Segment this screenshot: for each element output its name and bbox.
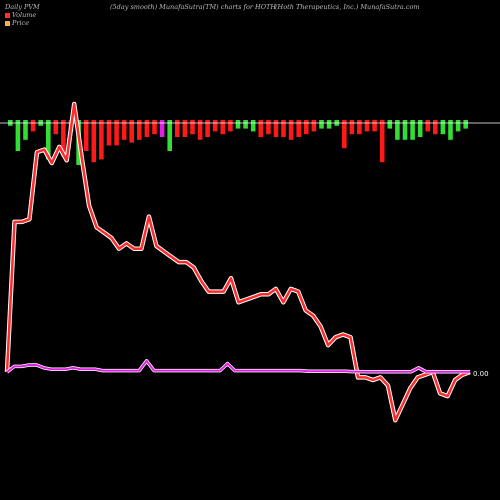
volume-bar: [23, 120, 28, 140]
volume-bar: [266, 120, 271, 135]
volume-bar: [159, 120, 165, 137]
chart-label-middle: (5day smooth) MunafaSutra(TM) charts for…: [110, 3, 277, 11]
volume-bar: [349, 120, 355, 135]
volume-bar: [182, 120, 188, 137]
chart-label-left: Daily PVM: [5, 3, 40, 11]
volume-bar: [364, 120, 370, 132]
volume-bar: [197, 120, 203, 140]
legend-volume-label: Volume: [12, 11, 37, 19]
volume-bar: [357, 120, 362, 135]
volume-bar: [417, 120, 423, 137]
volume-bar: [273, 120, 279, 137]
legend-price: Price: [5, 19, 29, 27]
volume-bar: [379, 120, 385, 163]
volume-bar: [326, 120, 332, 129]
volume-bar: [167, 120, 172, 151]
volume-bar: [144, 120, 150, 137]
volume-bar: [387, 120, 393, 129]
volume-bar: [91, 120, 97, 163]
volume-bar: [410, 120, 415, 140]
volume-bar: [304, 120, 309, 135]
volume-bar: [235, 120, 241, 129]
volume-bar: [190, 120, 195, 135]
volume-bar: [455, 120, 461, 132]
volume-bar: [281, 120, 286, 137]
volume-bar: [99, 120, 104, 160]
volume-bar: [46, 120, 51, 160]
volume-bar: [175, 120, 180, 137]
volume-bar: [220, 120, 226, 135]
volume-bar: [106, 120, 112, 146]
legend-price-label: Price: [12, 19, 30, 27]
volume-bar: [53, 120, 59, 135]
volume-bar: [121, 120, 127, 140]
volume-bar: [30, 120, 36, 132]
legend-volume: Volume: [5, 11, 36, 19]
volume-bar: [296, 120, 301, 137]
volume-bar: [250, 120, 256, 132]
volume-bar: [288, 120, 294, 140]
volume-bar: [440, 120, 446, 135]
volume-bar: [114, 120, 119, 146]
volume-bar: [258, 120, 264, 137]
volume-bar: [311, 120, 317, 132]
legend-volume-swatch: [5, 12, 10, 18]
price-line: [5, 102, 471, 422]
volume-bar: [212, 120, 218, 132]
volume-bar: [152, 120, 157, 135]
volume-bar: [129, 120, 134, 143]
volume-bar: [228, 120, 233, 132]
volume-bar: [243, 120, 248, 129]
volume-bar: [205, 120, 210, 137]
volume-bar: [433, 120, 438, 135]
volume-bar: [448, 120, 453, 140]
volume-bar: [137, 120, 142, 140]
legend-price-swatch: [5, 20, 10, 26]
volume-bar: [342, 120, 347, 149]
volume-bar: [402, 120, 408, 140]
pvm-line: [6, 359, 470, 373]
price-axis-label: 0.00: [473, 370, 489, 378]
volume-bar: [83, 120, 89, 151]
volume-bar: [372, 120, 377, 132]
volume-bar: [61, 120, 66, 157]
chart-label-right: (Hoth Therapeutics, Inc.) MunafaSutra.co…: [275, 3, 420, 11]
volume-bar: [425, 120, 431, 132]
volume-bar: [395, 120, 400, 140]
volume-bar: [319, 120, 324, 129]
volume-bar: [463, 120, 468, 129]
volume-bar: [15, 120, 21, 151]
